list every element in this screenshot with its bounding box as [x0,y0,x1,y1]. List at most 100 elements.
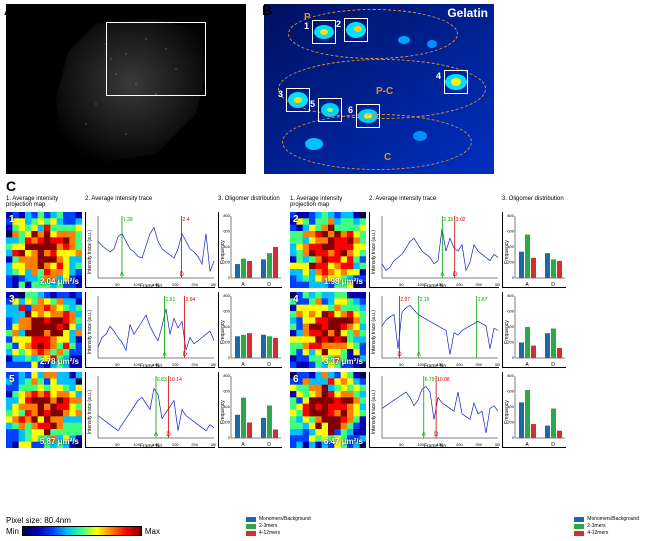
panel-a: A [6,4,246,174]
oligomer-bars-5: 0200400600800 A D Frequency [218,372,282,448]
roi-box-6 [356,104,380,128]
svg-text:A: A [422,432,426,438]
legend-swatch [574,524,584,529]
oligomer-bars-3: 0200400600800 A D Frequency [218,292,282,368]
col-header: 3. Oligomer distribution [502,196,566,208]
svg-text:2.19: 2.19 [420,297,430,303]
legend-swatch [246,531,256,536]
col-header: 1. Average intensity projection map [290,196,366,208]
legend-swatch [574,517,584,522]
svg-text:200: 200 [172,442,179,447]
svg-text:Intensity trace (a.u.): Intensity trace (a.u.) [371,390,377,435]
svg-text:Frame No: Frame No [140,364,162,369]
colorbar [22,526,142,536]
trace-plot-3: 1.91 2.94 A D 50100150200250300 Intensit… [85,292,215,368]
svg-text:D: D [267,362,271,368]
svg-text:D: D [551,442,555,448]
svg-text:200: 200 [172,362,179,367]
proj-num: 6 [293,374,299,385]
diffusion-coef: 2.04 μm²/s [40,277,79,286]
col-headers: 1. Average intensity projection map2. Av… [290,196,566,208]
svg-text:800: 800 [507,293,514,298]
svg-text:Frequency: Frequency [504,320,510,344]
roi-box-3 [286,88,310,112]
legend-item: Monomers/Background [574,516,639,522]
svg-text:D: D [453,272,458,278]
svg-text:Intensity trace (a.u.): Intensity trace (a.u.) [371,310,377,355]
svg-text:50: 50 [115,282,120,287]
svg-text:0: 0 [228,355,231,360]
svg-text:D: D [551,362,555,368]
diffusion-coef: 2.78 μm²/s [40,357,79,366]
svg-text:Frequency: Frequency [220,240,226,264]
trace-plot-5: 6.83 10.14 A D 50100150200250300 Intensi… [85,372,215,448]
svg-text:1.91: 1.91 [166,297,176,303]
svg-text:1.67: 1.67 [478,297,488,303]
panel-c-grid: 1. Average intensity projection map2. Av… [6,196,653,450]
diffusion-coef: 1.98 μm²/s [324,277,363,286]
proj-num: 4 [293,294,299,305]
svg-text:Intensity trace (a.u.): Intensity trace (a.u.) [87,230,93,275]
roi-num-3: 3 [278,89,283,99]
svg-text:A: A [440,272,444,278]
col-header: 2. Average intensity trace [85,196,215,208]
c-row-6: 66.47 μm²/s 6.79 10.08 A D 5010015020025… [290,372,566,450]
svg-text:600: 600 [223,389,230,394]
footer: Pixel size: 80.4nm Min Max Monomers/Back… [0,514,659,538]
svg-text:800: 800 [223,373,230,378]
svg-text:300: 300 [495,362,500,367]
svg-text:250: 250 [475,282,482,287]
roi-box-2 [344,18,368,42]
svg-text:0: 0 [512,275,515,280]
projection-map-3: 32.78 μm²/s [6,292,82,368]
trace-plot-2: 2.33 3.02 A D 50100150200250300 Intensit… [369,212,499,288]
svg-text:A: A [163,352,167,358]
roi-num-2: 2 [336,19,341,29]
svg-text:50: 50 [115,362,120,367]
proj-num: 5 [9,374,15,385]
svg-text:0: 0 [228,435,231,440]
svg-text:200: 200 [456,442,463,447]
legend-label: 2-3mers [259,523,277,529]
col-header: 3. Oligomer distribution [218,196,282,208]
svg-text:600: 600 [507,389,514,394]
col-header: 1. Average intensity projection map [6,196,82,208]
c-row-3: 32.78 μm²/s 1.91 2.94 A D 50100150200250… [6,292,282,370]
legend-item: 2-3mers [574,523,639,529]
trace-plot-4: 2.19 2.97 A D 1.67 50100150200250300 Int… [369,292,499,368]
gelatin-label: Gelatin [447,6,488,20]
panel-b: B Gelatin PP-CC123456 [264,4,494,174]
svg-text:A: A [417,352,421,358]
svg-text:250: 250 [191,282,198,287]
svg-text:250: 250 [475,442,482,447]
svg-text:A: A [120,272,124,278]
svg-text:50: 50 [399,362,404,367]
panel-c-right-col: 1. Average intensity projection map2. Av… [290,196,566,450]
legend-label: Monomers/Background [587,516,639,522]
svg-text:300: 300 [495,282,500,287]
oligomer-bars-2: 0200400600800 A D Frequency [502,212,566,288]
svg-text:0: 0 [512,435,515,440]
oligomer-bars-6: 0200400600800 A D Frequency [502,372,566,448]
svg-text:250: 250 [191,362,198,367]
panel-b-label: B [262,2,272,18]
oligomer-bars-4: 0200400600800 A D Frequency [502,292,566,368]
svg-text:3.02: 3.02 [456,217,466,223]
colorbar-max: Max [145,527,160,536]
roi-box-1 [312,20,336,44]
svg-text:A: A [241,442,245,448]
svg-text:D: D [183,352,188,358]
svg-text:200: 200 [456,282,463,287]
legend-item: 4-12mers [246,530,311,536]
svg-text:800: 800 [507,373,514,378]
svg-text:50: 50 [399,282,404,287]
svg-text:A: A [154,432,158,438]
svg-text:2.97: 2.97 [400,297,410,303]
svg-text:D: D [397,352,402,358]
panel-a-highlight-box [106,22,206,96]
diffusion-coef: 3.37 μm²/s [324,357,363,366]
oligomer-bars-1: 0200400600800 A D Frequency [218,212,282,288]
svg-text:6.83: 6.83 [157,377,167,383]
c-row-4: 43.37 μm²/s 2.19 2.97 A D 1.67 501001502… [290,292,566,370]
svg-text:800: 800 [223,213,230,218]
